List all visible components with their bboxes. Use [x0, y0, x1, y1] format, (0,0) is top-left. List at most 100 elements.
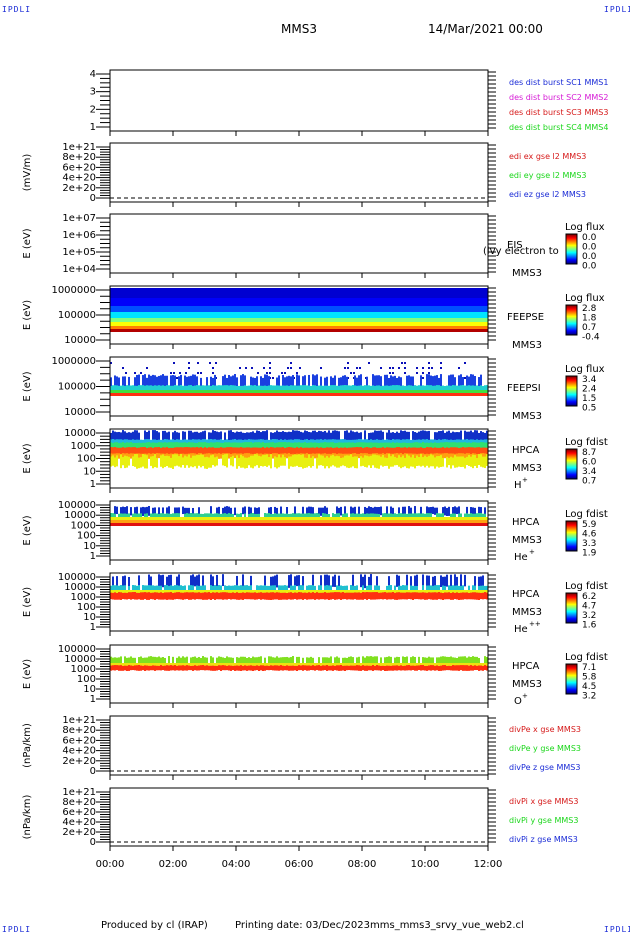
spectrogram-band	[290, 442, 292, 449]
spectrogram-band	[410, 385, 412, 391]
spectrogram-band	[170, 385, 172, 391]
spectrogram-band	[446, 439, 448, 444]
spectrogram-band	[238, 585, 240, 591]
spectrogram-band	[306, 329, 308, 332]
spectrogram-band	[320, 442, 322, 449]
spectrogram-band	[190, 523, 192, 526]
spectrogram-band	[130, 442, 132, 449]
spectrogram-band	[312, 456, 314, 467]
spectrogram-band	[474, 318, 476, 322]
spectrogram-band	[128, 432, 130, 443]
spectrogram-band	[362, 576, 364, 588]
spectrogram-band	[272, 306, 274, 312]
spectrogram-band	[384, 298, 386, 306]
spectrogram-band	[470, 513, 472, 518]
spectrogram-band	[262, 390, 264, 393]
spectrogram-band	[372, 385, 374, 391]
colorbar-slice	[566, 532, 577, 534]
spectrogram-band	[220, 318, 222, 322]
spectrogram-band	[278, 298, 280, 306]
spectrogram-band	[160, 329, 162, 332]
spectrogram-band	[396, 574, 398, 587]
spectrogram-band	[462, 318, 464, 322]
spectrogram-band	[270, 517, 272, 520]
spectrogram-band	[354, 520, 356, 523]
spectrogram-band	[356, 431, 358, 443]
spectrogram-band	[238, 520, 240, 523]
spectrogram-band	[354, 456, 356, 469]
spectrogram-band	[386, 318, 388, 322]
spectrogram-band	[438, 431, 440, 443]
spectrogram-band	[174, 306, 176, 312]
spectrogram-band	[216, 453, 218, 459]
spectrogram-band	[256, 385, 258, 391]
spectrogram-band	[258, 430, 260, 443]
spectrogram-band	[124, 390, 126, 393]
spectrogram-band	[258, 312, 260, 318]
spectrogram-band	[114, 298, 116, 306]
spectrogram-band	[290, 322, 292, 326]
y-axis-label: E (eV)	[22, 300, 33, 330]
spectrogram-band	[368, 576, 370, 589]
spectrogram-band	[478, 298, 480, 306]
spectrogram-band	[286, 306, 288, 312]
spectrogram-band	[176, 393, 178, 396]
spectrogram-band	[424, 439, 426, 444]
spectrogram-band	[270, 390, 272, 393]
spectrogram-band	[460, 523, 462, 526]
spectrogram-band	[448, 375, 450, 389]
spectrogram-band	[418, 306, 420, 312]
spectrogram-band	[392, 393, 394, 396]
spectrogram-band	[210, 574, 212, 588]
spectrogram-band	[366, 326, 368, 329]
spectrogram-band	[350, 298, 352, 306]
spectrogram-band	[268, 318, 270, 322]
spectrogram-band	[310, 318, 312, 322]
spectrogram-band	[204, 439, 206, 444]
spectrogram-band	[410, 312, 412, 318]
spectrogram-band	[480, 298, 482, 306]
instrument-label: FEEPSE	[507, 312, 544, 323]
spectrogram-band	[268, 298, 270, 306]
spectrogram-band	[460, 585, 462, 591]
spectrogram-band	[476, 312, 478, 318]
spectrogram-band	[472, 520, 474, 523]
spectrogram-band	[286, 322, 288, 326]
colorbar-slice	[566, 526, 577, 528]
spectrogram-band	[440, 306, 442, 312]
spectrogram-band	[282, 385, 284, 391]
spectrogram-band	[148, 523, 150, 526]
spectrogram-band	[312, 322, 314, 326]
spectrogram-band	[258, 390, 260, 393]
spectrogram-band	[424, 312, 426, 318]
spectrogram-band	[460, 439, 462, 444]
x-tick-label: 12:00	[474, 859, 503, 870]
spectrogram-band	[314, 375, 316, 389]
spectrogram-band	[304, 393, 306, 396]
spectrogram-band	[154, 326, 156, 329]
spectrogram-band	[438, 517, 440, 520]
colorbar-slice	[566, 315, 577, 317]
spectrogram-band	[116, 376, 118, 388]
spectrogram-band	[176, 442, 178, 449]
spectrogram-band	[448, 318, 450, 322]
spectrogram-band	[482, 318, 484, 322]
spectrogram-band	[412, 385, 414, 391]
spectrogram-band	[248, 439, 250, 444]
spectrogram-band	[442, 288, 444, 298]
spectrogram-band	[340, 393, 342, 396]
spectrogram-band	[480, 385, 482, 391]
spectrogram-band	[266, 312, 268, 318]
spectrogram-band	[188, 376, 190, 389]
spectrogram-band	[486, 430, 488, 441]
spectrogram-band	[112, 326, 114, 329]
y-tick-label: 6e+20	[62, 162, 96, 173]
spectrogram-band	[384, 385, 386, 391]
spectrogram-band	[262, 288, 264, 298]
spectrogram-band	[480, 390, 482, 393]
y-tick-label: 0	[90, 193, 96, 204]
spectrogram-band	[238, 326, 240, 329]
spectrogram-band	[222, 520, 224, 523]
spectrogram-band	[278, 385, 280, 391]
spectrogram-band	[348, 523, 350, 526]
